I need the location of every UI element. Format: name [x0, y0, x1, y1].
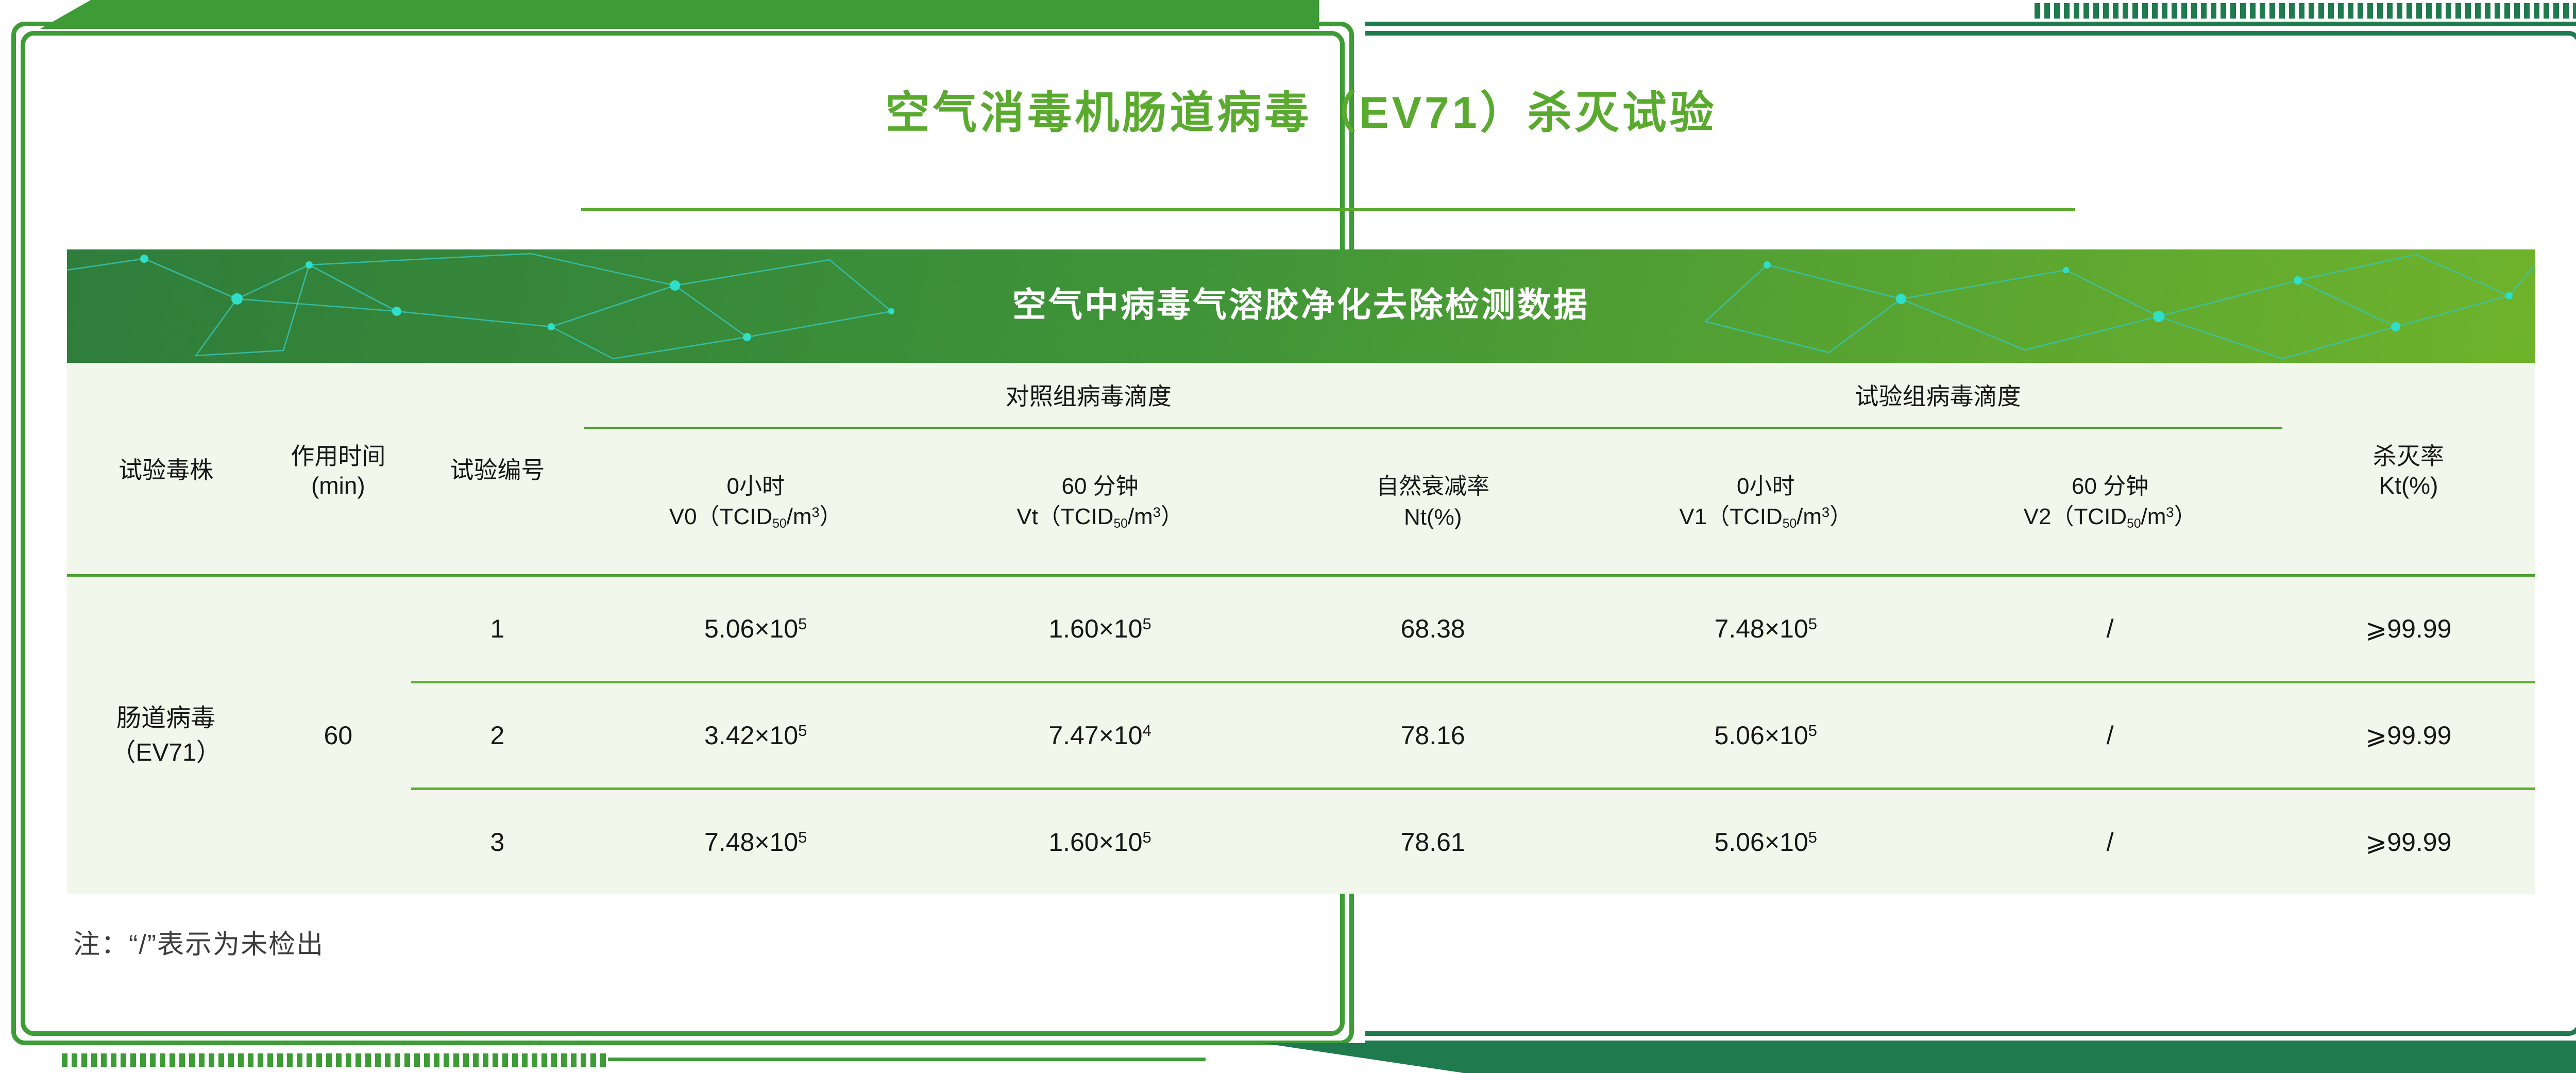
header-test-60min: 60 分钟 V2（TCID50/m3）: [1938, 428, 2282, 576]
cell-vt: 1.60×105: [927, 787, 1273, 894]
table-row: 3 7.48×105 1.60×105 78.61 5.06×105 / ⩾99…: [67, 787, 2535, 894]
header-control-60min-label: 60 分钟: [1061, 473, 1139, 499]
cell-v2: /: [1938, 681, 2282, 789]
header-control-0h-unit: V0（TCID50/m3）: [669, 504, 842, 531]
data-table: 试验毒株 作用时间 (min) 试验编号 对照组病毒滴度 试验组病毒滴度 杀灭率…: [67, 363, 2535, 894]
header-kill-rate: 杀灭率 Kt(%): [2282, 363, 2535, 576]
header-natural-decay: 自然衰减率 Nt(%): [1272, 428, 1594, 576]
cell-time: 60: [324, 720, 353, 750]
header-time-label: 作用时间: [291, 443, 386, 470]
cell-strain-line2: （EV71）: [111, 739, 221, 766]
header-sub-row: 0小时 V0（TCID50/m3） 60 分钟 Vt（TCID50/m3） 自然…: [67, 428, 2535, 576]
frame-outer-border-dark: [1365, 22, 2576, 1045]
header-group-row: 试验毒株 作用时间 (min) 试验编号 对照组病毒滴度 试验组病毒滴度 杀灭率…: [67, 363, 2535, 499]
cell-v1: 5.06×105: [1594, 787, 1938, 894]
header-test-group: 试验组病毒滴度: [1594, 363, 2282, 429]
header-test-0h-unit: V1（TCID50/m3）: [1679, 504, 1853, 531]
page-title-wrapper: 空气消毒机肠道病毒（EV71）杀灭试验: [0, 89, 2576, 138]
cell-v0: 3.42×105: [583, 681, 928, 789]
header-control-0h-label: 0小时: [726, 473, 785, 499]
header-test-0h-label: 0小时: [1737, 473, 1795, 499]
cell-v1: 7.48×105: [1714, 614, 1817, 644]
cell-v0: 5.06×105: [704, 614, 807, 644]
cell-test-no: 1: [490, 614, 505, 644]
header-kill-rate-unit: Kt(%): [2379, 472, 2438, 499]
header-test-60min-label: 60 分钟: [2072, 473, 2149, 499]
table-row: 2 3.42×105 7.47×104 78.16 5.06×105 / ⩾99…: [67, 681, 2535, 789]
header-test-60min-unit: V2（TCID50/m3）: [2023, 504, 2197, 531]
cell-kt: ⩾99.99: [2282, 787, 2535, 894]
cell-v2: /: [2106, 614, 2114, 644]
banner: 空气中病毒气溶胶净化去除检测数据: [67, 249, 2535, 363]
header-time-unit: (min): [311, 472, 365, 499]
header-test-0h: 0小时 V1（TCID50/m3）: [1594, 428, 1938, 576]
header-strain: 试验毒株: [118, 457, 214, 484]
cell-v2: /: [1938, 787, 2282, 894]
page-title: 空气消毒机肠道病毒（EV71）杀灭试验: [885, 88, 1717, 138]
footnote: 注：“/”表示为未检出: [73, 930, 325, 960]
cell-v1: 5.06×105: [1594, 681, 1938, 789]
cell-vt: 1.60×105: [1048, 614, 1151, 644]
banner-heading: 空气中病毒气溶胶净化去除检测数据: [1012, 286, 1589, 324]
cell-strain-line1: 肠道病毒: [116, 704, 216, 732]
cell-test-no: 3: [411, 787, 584, 894]
header-natural-decay-label: 自然衰减率: [1376, 474, 1490, 499]
table-row: 肠道病毒 （EV71） 60 1 5.06×105 1.60×105 68.38…: [67, 575, 2535, 766]
header-test-no: 试验编号: [450, 457, 545, 484]
cell-test-no: 2: [411, 681, 584, 789]
header-time: 作用时间 (min): [265, 363, 411, 576]
header-control-0h: 0小时 V0（TCID50/m3）: [584, 428, 928, 576]
cell-kt: ⩾99.99: [2282, 681, 2535, 789]
frame-inner-border-dark: [1365, 31, 2576, 1036]
data-table-container: 试验毒株 作用时间 (min) 试验编号 对照组病毒滴度 试验组病毒滴度 杀灭率…: [67, 363, 2535, 894]
header-control-60min-unit: Vt（TCID50/m3）: [1016, 504, 1183, 531]
cell-nt: 68.38: [1400, 614, 1465, 644]
header-control-group: 对照组病毒滴度: [583, 363, 1594, 429]
header-natural-decay-unit: Nt(%): [1403, 504, 1462, 530]
cell-vt: 7.47×104: [927, 681, 1273, 789]
header-kill-rate-label: 杀灭率: [2372, 443, 2444, 470]
cell-strain: 肠道病毒 （EV71）: [67, 576, 265, 894]
cell-nt: 78.16: [1272, 681, 1594, 789]
frame-right-half: [1365, 0, 2576, 1073]
cell-nt: 78.61: [1272, 787, 1594, 894]
cell-kt: ⩾99.99: [2365, 614, 2452, 644]
header-control-60min: 60 分钟 Vt（TCID50/m3）: [928, 428, 1272, 576]
banner-network-decoration: [67, 253, 2535, 360]
cell-v0: 7.48×105: [583, 787, 928, 894]
